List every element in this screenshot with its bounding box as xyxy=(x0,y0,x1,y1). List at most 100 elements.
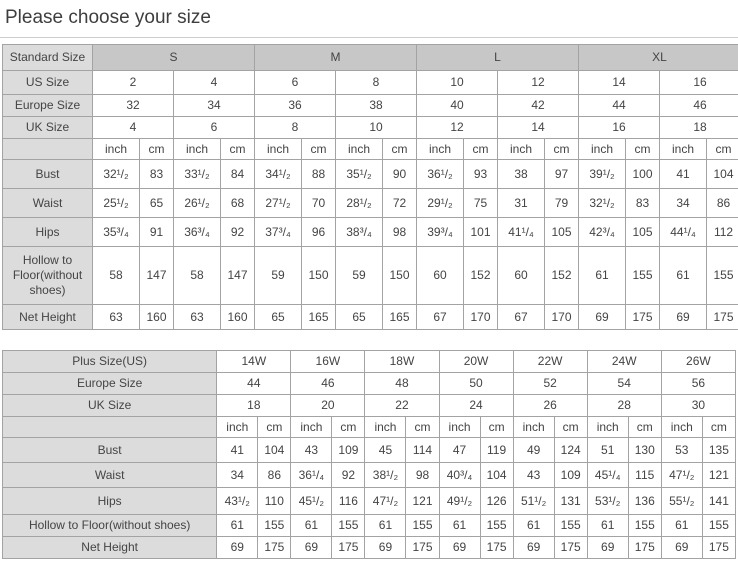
table-cell: 165 xyxy=(301,304,337,330)
table-cell: 175 xyxy=(331,536,366,559)
table-cell: 104 xyxy=(257,437,292,463)
row-label: UK Size xyxy=(2,116,93,139)
unit-header: cm xyxy=(257,416,292,438)
unit-row-corner xyxy=(2,138,93,160)
row-label: Hollow to Floor(without shoes) xyxy=(2,246,93,305)
table-cell: 50 xyxy=(438,372,514,395)
table-cell: 63 xyxy=(173,304,221,330)
table-cell: 83 xyxy=(139,159,174,189)
table-cell: 26W xyxy=(660,350,737,373)
table-cell: 20W xyxy=(438,350,514,373)
table-cell: 39¹/₂ xyxy=(578,159,627,189)
table-cell: 35¹/₂ xyxy=(335,159,384,189)
table-cell: 115 xyxy=(627,462,662,488)
table-cell: 43 xyxy=(512,462,555,488)
table-cell: 18W xyxy=(364,350,440,373)
table-cell: 147 xyxy=(219,246,256,305)
table-cell: 61 xyxy=(578,246,627,305)
table-cell: 86 xyxy=(257,462,292,488)
table-cell: 69 xyxy=(290,536,333,559)
table-cell: 18 xyxy=(216,394,292,417)
table-cell: 55¹/₂ xyxy=(660,487,703,515)
table-row: inch cm inch cm inch cm inch cm inch cm inch cm inch… xyxy=(1,416,737,438)
table-cell: 34 xyxy=(659,188,708,218)
unit-header: inch xyxy=(173,138,221,160)
table-cell: 24 xyxy=(438,394,514,417)
table-cell: 69 xyxy=(586,536,629,559)
table-cell: 150 xyxy=(301,246,337,305)
table-cell: 84 xyxy=(219,159,256,189)
table-cell: 175 xyxy=(405,536,440,559)
table-cell: 155 xyxy=(257,514,292,537)
table-cell: 28¹/₂ xyxy=(335,188,384,218)
table-cell: 49¹/₂ xyxy=(438,487,481,515)
table-cell: 175 xyxy=(627,536,662,559)
table-cell: 44¹/₄ xyxy=(659,217,708,247)
table-cell: 170 xyxy=(463,304,499,330)
table-cell: 101 xyxy=(463,217,499,247)
row-label: Plus Size(US) xyxy=(1,350,218,373)
table-cell: 18 xyxy=(659,116,738,139)
unit-header: inch xyxy=(92,138,140,160)
table-cell: 86 xyxy=(706,188,738,218)
table-row: Bust 32¹/₂ 83 33¹/₂ 84 34¹/₂ 88 35¹/₂ 90 36¹/₂ 93 3… xyxy=(2,159,738,189)
table-cell: 58 xyxy=(92,246,140,305)
table-cell: 44 xyxy=(216,372,292,395)
table-cell: 42 xyxy=(497,94,580,117)
table-cell: 26¹/₂ xyxy=(173,188,221,218)
table-cell: 61 xyxy=(586,514,629,537)
table-cell: 114 xyxy=(405,437,440,463)
table-cell: 53¹/₂ xyxy=(586,487,629,515)
table-cell: 67 xyxy=(497,304,546,330)
table-cell: 27¹/₂ xyxy=(254,188,303,218)
table-cell: 61 xyxy=(364,514,407,537)
unit-header: inch xyxy=(659,138,708,160)
table-cell: 12 xyxy=(416,116,499,139)
table-cell: 65 xyxy=(139,188,174,218)
table-cell: 93 xyxy=(463,159,499,189)
table-cell: 14W xyxy=(216,350,292,373)
table-cell: 61 xyxy=(659,246,708,305)
table-cell: 88 xyxy=(301,159,337,189)
table-cell: 165 xyxy=(382,304,418,330)
unit-header: cm xyxy=(331,416,366,438)
row-label: Bust xyxy=(2,159,93,189)
row-label: Hips xyxy=(1,487,218,515)
table-row: Hips 35³/₄ 91 36³/₄ 92 37³/₄ 96 38³/₄ 98 39³/₄ 101… xyxy=(2,217,738,247)
table-cell: 155 xyxy=(706,246,738,305)
table-cell: 2 xyxy=(92,70,174,95)
table-cell: 155 xyxy=(701,514,737,537)
table-row: Hollow to Floor(without shoes) 58 147 58 147… xyxy=(2,246,738,305)
table-cell: 45¹/₂ xyxy=(290,487,333,515)
table-cell: 51¹/₂ xyxy=(512,487,555,515)
table-cell: 100 xyxy=(625,159,661,189)
row-label: Bust xyxy=(1,437,218,463)
table-cell: 155 xyxy=(627,514,662,537)
unit-header: inch xyxy=(416,138,465,160)
table-cell: 98 xyxy=(405,462,440,488)
table-cell: 60 xyxy=(497,246,546,305)
table-cell: 72 xyxy=(382,188,418,218)
table-cell: 104 xyxy=(479,462,514,488)
table-row: Hollow to Floor(without shoes) 61 155 61 155… xyxy=(1,514,737,537)
table-row: Plus Size(US) 14W 16W 18W 20W 22W 24W 26W xyxy=(1,350,737,373)
table-cell: 37³/₄ xyxy=(254,217,303,247)
table-row: Net Height 69 175 69 175 69 175 69 175 69 175 69 175… xyxy=(1,536,737,559)
size-group-header: M xyxy=(254,44,418,71)
table-cell: 43 xyxy=(290,437,333,463)
table-cell: 96 xyxy=(301,217,337,247)
unit-row-corner xyxy=(1,416,218,438)
row-label: UK Size xyxy=(1,394,218,417)
table-cell: 47¹/₂ xyxy=(364,487,407,515)
table-cell: 155 xyxy=(625,246,661,305)
table-cell: 30 xyxy=(660,394,737,417)
table-cell: 47¹/₂ xyxy=(660,462,703,488)
table-cell: 175 xyxy=(701,536,737,559)
table-cell: 44 xyxy=(578,94,661,117)
table-row: Hips 43¹/₂ 110 45¹/₂ 116 47¹/₂ 121 49¹/₂ 126 51¹/… xyxy=(1,487,737,515)
table-cell: 16 xyxy=(659,70,738,95)
table-cell: 105 xyxy=(544,217,580,247)
table-cell: 91 xyxy=(139,217,174,247)
table-row: US Size 2 4 6 8 10 12 14 16 xyxy=(2,70,738,95)
unit-header: inch xyxy=(660,416,703,438)
